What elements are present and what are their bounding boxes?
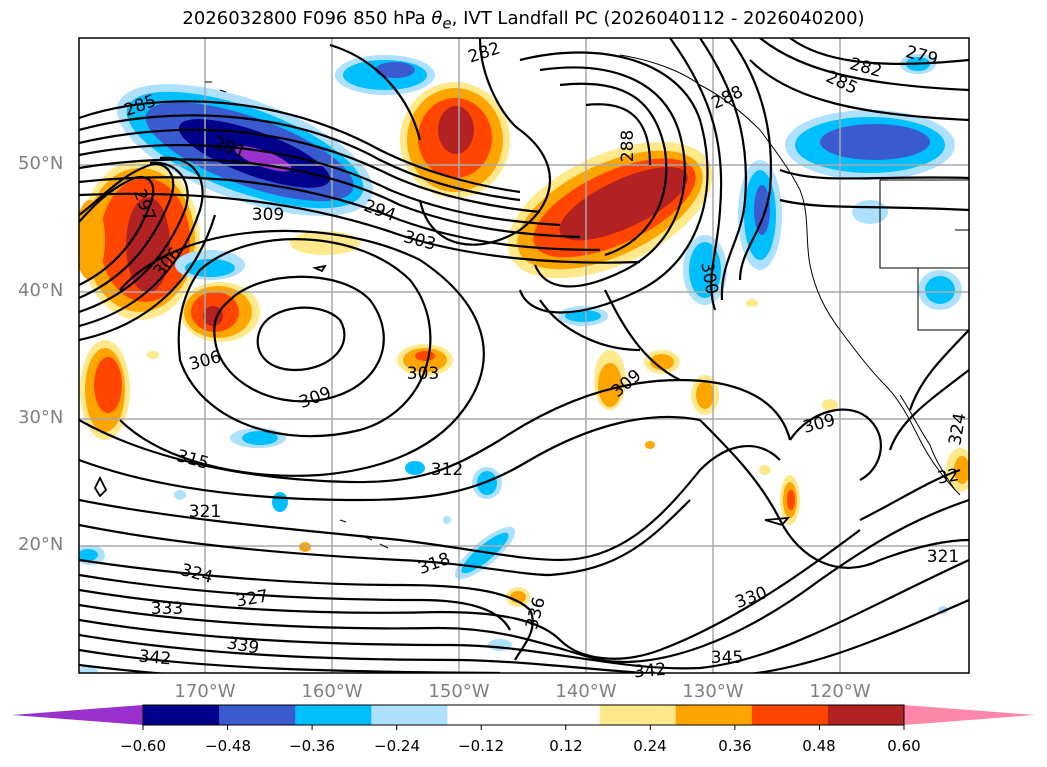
contour-label: 309 (252, 205, 284, 225)
gridlines (79, 38, 969, 673)
contour-label: 342 (138, 647, 172, 670)
contour-label: 333 (151, 599, 183, 619)
shading-negative (79, 54, 962, 673)
lon-label-160w: 160°W (301, 681, 363, 702)
contour-label: 324 (178, 560, 215, 588)
map-frame (78, 37, 970, 674)
contour-label: 32 (936, 465, 961, 488)
colorbar-segment (675, 705, 753, 725)
contour-label: 339 (225, 633, 260, 658)
lon-label-170w: 170°W (174, 681, 236, 702)
colorbar-tick-label: −0.48 (205, 737, 251, 755)
lon-label-120w: 120°W (809, 681, 871, 702)
colorbar (12, 704, 1035, 730)
colorbar-segment (371, 705, 448, 725)
colorbar-tick-label: 0.12 (549, 737, 583, 755)
colorbar-tick-label: −0.60 (120, 737, 166, 755)
colorbar-tick-label: 0.24 (633, 737, 667, 755)
contour-label: 321 (927, 547, 959, 567)
colorbar-segment (523, 705, 601, 725)
colorbar-tick-label: −0.24 (374, 737, 420, 755)
contour-label: 303 (407, 364, 439, 384)
contour-label: 309 (801, 410, 838, 438)
contour-label: 282 (466, 38, 503, 67)
contour-label: 318 (416, 549, 453, 579)
contour-label: 288 (618, 130, 638, 162)
map-plot-area (79, 38, 969, 673)
colorbar-extend-low (12, 705, 143, 725)
lat-label-30n: 30°N (18, 407, 64, 428)
contour-label: 342 (633, 660, 667, 683)
colorbar-extend-high (904, 705, 1035, 725)
contour-label: 345 (711, 648, 743, 668)
contour-label: 288 (708, 82, 746, 114)
contour-label: 306 (187, 347, 224, 375)
colorbar-segment (295, 705, 372, 725)
lat-label-50n: 50°N (18, 153, 64, 174)
contour-label: 327 (234, 586, 269, 611)
contour-label: 324 (945, 411, 970, 446)
map-title: 2026032800 F096 850 hPa θe, IVT Landfall… (182, 8, 865, 33)
colorbar-segment (447, 705, 524, 725)
contour-label: 309 (297, 383, 334, 413)
lon-label-150w: 150°W (428, 681, 490, 702)
contour-label: 312 (431, 460, 463, 480)
colorbar-tick-label: 0.48 (802, 737, 836, 755)
colorbar-outline (142, 704, 905, 726)
lat-label-20n: 20°N (18, 534, 64, 555)
colorbar-tick-label: 0.60 (887, 737, 921, 755)
colorbar-segment (599, 705, 677, 725)
shading-positive (79, 82, 969, 607)
theta-e-contours (79, 38, 969, 673)
lon-label-140w: 140°W (555, 681, 617, 702)
colorbar-segment (143, 705, 220, 725)
coastlines (205, 54, 969, 549)
colorbar-tick-label: 0.36 (718, 737, 752, 755)
contour-label: 321 (189, 502, 221, 522)
colorbar-segment (219, 705, 296, 725)
lat-label-40n: 40°N (18, 280, 64, 301)
colorbar-segment (751, 705, 829, 725)
contour-label: 330 (733, 583, 770, 613)
lon-label-130w: 130°W (682, 681, 744, 702)
colorbar-tick-label: −0.36 (289, 737, 335, 755)
colorbar-tick-label: −0.12 (458, 737, 504, 755)
colorbar-segment (827, 705, 905, 725)
